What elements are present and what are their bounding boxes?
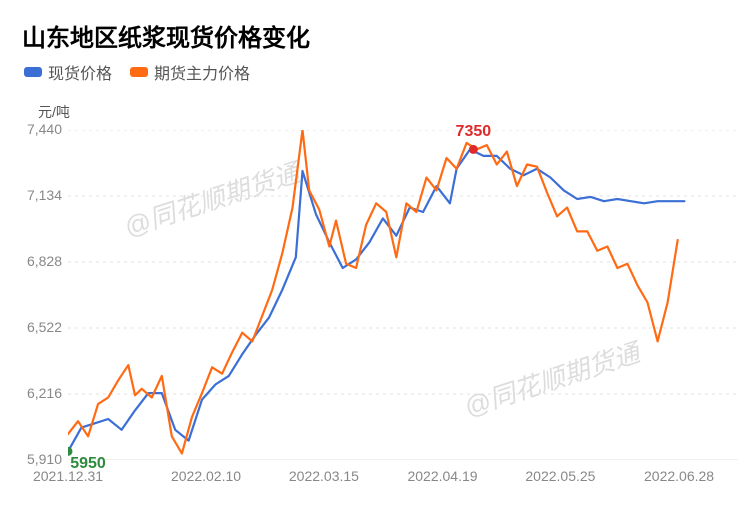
- legend-label-spot: 现货价格: [48, 60, 112, 84]
- y-tick-label: 5,910: [12, 451, 62, 467]
- chart-title: 山东地区纸浆现货价格变化: [22, 18, 310, 53]
- x-tick-label: 2022.03.15: [289, 468, 359, 484]
- legend-label-futures: 期货主力价格: [154, 60, 250, 84]
- y-tick-label: 7,134: [12, 187, 62, 203]
- y-axis-label: 元/吨: [38, 102, 70, 122]
- y-tick-label: 7,440: [12, 121, 62, 137]
- chart-container: 山东地区纸浆现货价格变化 现货价格 期货主力价格 元/吨 @同花顺期货通 @同花…: [0, 0, 750, 510]
- x-tick-label: 2022.05.25: [525, 468, 595, 484]
- legend-item-futures: 期货主力价格: [130, 60, 250, 84]
- legend: 现货价格 期货主力价格: [24, 60, 250, 84]
- plot-area: [68, 130, 738, 460]
- y-tick-label: 6,522: [12, 319, 62, 335]
- x-tick-label: 2022.02.10: [171, 468, 241, 484]
- legend-swatch-futures: [130, 67, 148, 77]
- legend-swatch-spot: [24, 67, 42, 77]
- legend-item-spot: 现货价格: [24, 60, 112, 84]
- y-tick-label: 6,216: [12, 385, 62, 401]
- x-tick-label: 2022.06.28: [644, 468, 714, 484]
- y-tick-label: 6,828: [12, 253, 62, 269]
- marker-label: 5950: [70, 455, 106, 473]
- marker-label: 7350: [456, 123, 492, 141]
- x-tick-label: 2022.04.19: [407, 468, 477, 484]
